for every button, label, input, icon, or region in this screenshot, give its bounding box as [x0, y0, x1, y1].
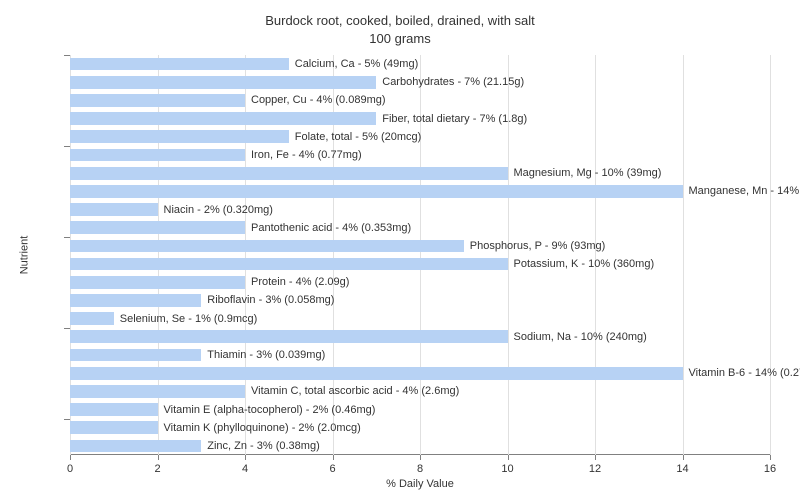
x-tick-label: 8: [417, 463, 423, 475]
bar: [70, 421, 158, 434]
bar-row: Phosphorus, P - 9% (93mg): [70, 240, 605, 253]
bar: [70, 203, 158, 216]
gridline: [595, 55, 596, 455]
bar: [70, 167, 508, 180]
bar-row: Thiamin - 3% (0.039mg): [70, 349, 325, 362]
bar-row: Iron, Fe - 4% (0.77mg): [70, 149, 362, 162]
bar-label: Vitamin B-6 - 14% (0.279mg): [689, 367, 800, 379]
bar-row: Selenium, Se - 1% (0.9mcg): [70, 312, 257, 325]
x-tick-label: 12: [589, 463, 601, 475]
bar: [70, 112, 376, 125]
bar-row: Vitamin B-6 - 14% (0.279mg): [70, 367, 800, 380]
bar-row: Magnesium, Mg - 10% (39mg): [70, 167, 661, 180]
bar-label: Thiamin - 3% (0.039mg): [207, 349, 325, 361]
bar-label: Phosphorus, P - 9% (93mg): [470, 240, 606, 252]
bar: [70, 258, 508, 271]
bar-label: Manganese, Mn - 14% (0.270mg): [689, 185, 800, 197]
nutrient-chart: Burdock root, cooked, boiled, drained, w…: [0, 0, 800, 500]
bar-row: Fiber, total dietary - 7% (1.8g): [70, 112, 527, 125]
bar-label: Fiber, total dietary - 7% (1.8g): [382, 113, 527, 125]
chart-title: Burdock root, cooked, boiled, drained, w…: [0, 0, 800, 47]
x-tick-label: 16: [764, 463, 776, 475]
bar-label: Carbohydrates - 7% (21.15g): [382, 76, 524, 88]
y-group-tick: [64, 328, 70, 329]
x-tick-label: 10: [501, 463, 513, 475]
bar-label: Sodium, Na - 10% (240mg): [514, 331, 647, 343]
bar-label: Potassium, K - 10% (360mg): [514, 258, 655, 270]
bar-label: Vitamin E (alpha-tocopherol) - 2% (0.46m…: [164, 404, 376, 416]
x-tick: [420, 455, 421, 460]
bar-row: Vitamin E (alpha-tocopherol) - 2% (0.46m…: [70, 403, 375, 416]
y-group-tick: [64, 146, 70, 147]
bar-label: Iron, Fe - 4% (0.77mg): [251, 149, 362, 161]
x-tick-label: 2: [154, 463, 160, 475]
bar: [70, 94, 245, 107]
bar-label: Pantothenic acid - 4% (0.353mg): [251, 222, 411, 234]
x-tick: [683, 455, 684, 460]
bar-row: Pantothenic acid - 4% (0.353mg): [70, 221, 411, 234]
y-group-tick: [64, 419, 70, 420]
bar: [70, 312, 114, 325]
bar-label: Copper, Cu - 4% (0.089mg): [251, 94, 386, 106]
x-tick: [158, 455, 159, 460]
bar-row: Vitamin C, total ascorbic acid - 4% (2.6…: [70, 385, 459, 398]
bar-label: Niacin - 2% (0.320mg): [164, 204, 273, 216]
bar: [70, 149, 245, 162]
x-axis-title: % Daily Value: [70, 478, 770, 490]
chart-title-line1: Burdock root, cooked, boiled, drained, w…: [0, 12, 800, 30]
bar-row: Manganese, Mn - 14% (0.270mg): [70, 185, 800, 198]
bar-label: Magnesium, Mg - 10% (39mg): [514, 167, 662, 179]
bar-row: Vitamin K (phylloquinone) - 2% (2.0mcg): [70, 421, 361, 434]
bar-row: Carbohydrates - 7% (21.15g): [70, 76, 524, 89]
x-tick: [508, 455, 509, 460]
bar-row: Copper, Cu - 4% (0.089mg): [70, 94, 386, 107]
x-tick: [70, 455, 71, 460]
x-tick-label: 14: [676, 463, 688, 475]
bar: [70, 221, 245, 234]
plot-area: Calcium, Ca - 5% (49mg) Carbohydrates - 7…: [70, 55, 770, 455]
bar: [70, 130, 289, 143]
bar-label: Folate, total - 5% (20mcg): [295, 131, 422, 143]
bar: [70, 367, 683, 380]
bar: [70, 440, 201, 453]
bar: [70, 58, 289, 71]
y-group-tick: [64, 237, 70, 238]
bar: [70, 330, 508, 343]
bar: [70, 294, 201, 307]
x-tick-label: 0: [67, 463, 73, 475]
y-group-tick: [64, 55, 70, 56]
bar-row: Protein - 4% (2.09g): [70, 276, 349, 289]
y-axis-title: Nutrient: [14, 55, 34, 455]
bar: [70, 276, 245, 289]
bar-label: Zinc, Zn - 3% (0.38mg): [207, 440, 319, 452]
bar: [70, 240, 464, 253]
bar-row: Calcium, Ca - 5% (49mg): [70, 58, 418, 71]
bar: [70, 76, 376, 89]
x-tick: [595, 455, 596, 460]
bar-label: Calcium, Ca - 5% (49mg): [295, 58, 418, 70]
bar: [70, 403, 158, 416]
x-tick-label: 6: [329, 463, 335, 475]
bar-row: Potassium, K - 10% (360mg): [70, 258, 654, 271]
bar-row: Niacin - 2% (0.320mg): [70, 203, 273, 216]
chart-title-line2: 100 grams: [0, 30, 800, 48]
x-tick-label: 4: [242, 463, 248, 475]
x-tick: [245, 455, 246, 460]
bar-label: Protein - 4% (2.09g): [251, 276, 349, 288]
bar-label: Vitamin K (phylloquinone) - 2% (2.0mcg): [164, 422, 361, 434]
bar-label: Riboflavin - 3% (0.058mg): [207, 294, 334, 306]
bar-row: Folate, total - 5% (20mcg): [70, 130, 421, 143]
bar-label: Vitamin C, total ascorbic acid - 4% (2.6…: [251, 385, 459, 397]
bar-row: Riboflavin - 3% (0.058mg): [70, 294, 334, 307]
bar: [70, 185, 683, 198]
bar-label: Selenium, Se - 1% (0.9mcg): [120, 313, 258, 325]
gridline: [683, 55, 684, 455]
bar-row: Zinc, Zn - 3% (0.38mg): [70, 440, 320, 453]
bar: [70, 385, 245, 398]
bar: [70, 349, 201, 362]
x-tick: [770, 455, 771, 460]
x-tick: [333, 455, 334, 460]
gridline: [770, 55, 771, 455]
bar-row: Sodium, Na - 10% (240mg): [70, 330, 647, 343]
